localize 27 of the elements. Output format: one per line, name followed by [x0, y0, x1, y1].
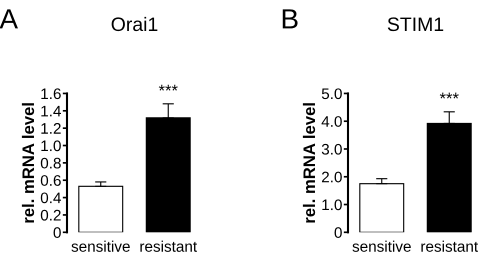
- chart-title: STIM1: [388, 17, 444, 32]
- y-tick-label: 0: [54, 227, 61, 238]
- y-tick-label: 2.0: [322, 172, 342, 182]
- text: A: [0, 9, 18, 28]
- x-tick-label: sensitive: [71, 240, 130, 252]
- annotation: ***: [158, 84, 178, 91]
- y-tick-label: 1.0: [41, 140, 61, 152]
- chart-title: Orai1: [112, 16, 158, 32]
- y-tick-label: 0.4: [40, 192, 61, 204]
- annotation: ***: [440, 92, 459, 99]
- y-tick-label: 0.2: [40, 210, 61, 221]
- x-tick-label: resistant: [421, 240, 478, 252]
- y-tick-label: 4.0: [322, 116, 342, 127]
- y-tick-label: 1.6: [41, 88, 61, 100]
- y-tick-label: 0.8: [40, 158, 61, 169]
- y-axis-title: rel. mRNA level: [302, 103, 316, 223]
- y-tick-label: 3.0: [322, 144, 342, 155]
- y-tick-label: 1.2: [41, 123, 61, 134]
- x-tick-label: sensitive: [352, 240, 411, 252]
- y-axis-title: rel. mRNA level: [22, 103, 34, 223]
- text: B: [282, 9, 298, 28]
- x-tick-label: resistant: [140, 240, 198, 252]
- y-tick-label: 0: [334, 227, 342, 238]
- y-tick-label: 1.0: [322, 199, 342, 210]
- y-tick-label: 0.6: [40, 175, 61, 186]
- y-tick-label: 5.0: [322, 88, 342, 100]
- y-tick-label: 1.4: [41, 106, 61, 116]
